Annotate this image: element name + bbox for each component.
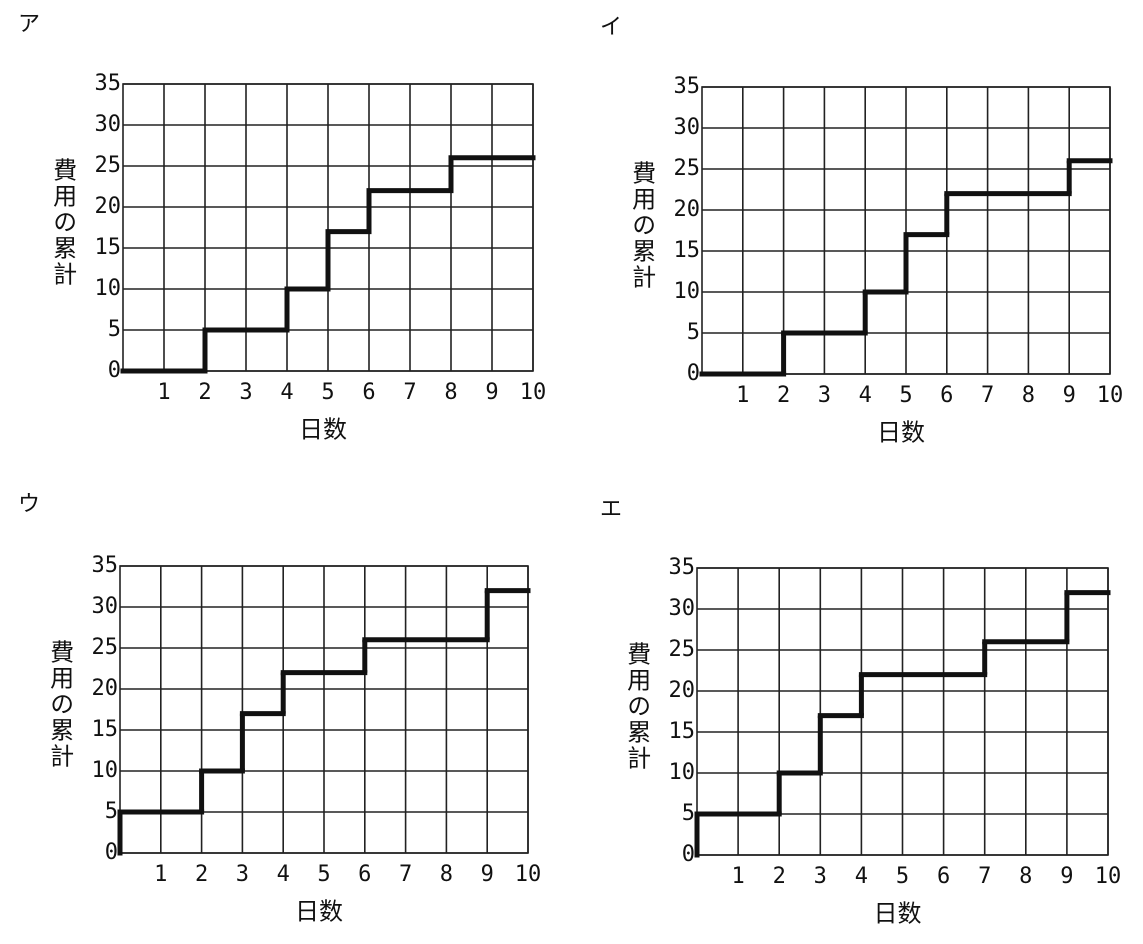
x-tick-label: 7	[403, 380, 416, 405]
chart-title: エ	[600, 497, 622, 522]
x-tick-label: 5	[899, 383, 912, 408]
x-tick-label: 10	[515, 862, 542, 887]
y-tick-label: 10	[92, 758, 119, 783]
y-tick-label: 5	[687, 320, 700, 345]
y-tick-label: 25	[674, 156, 701, 181]
x-tick-label: 5	[317, 862, 330, 887]
y-axis-label: 費用の累計	[46, 640, 74, 770]
x-tick-label: 5	[896, 864, 909, 889]
x-axis-label: 日数	[877, 419, 925, 446]
y-tick-label: 15	[95, 235, 122, 260]
y-tick-label: 0	[687, 361, 700, 386]
x-tick-label: 3	[818, 383, 831, 408]
y-tick-label: 10	[95, 276, 122, 301]
y-tick-label: 15	[669, 719, 696, 744]
x-tick-label: 8	[1019, 864, 1032, 889]
y-tick-label: 5	[108, 317, 121, 342]
x-axis-label: 日数	[295, 898, 343, 925]
x-tick-label: 4	[859, 383, 872, 408]
y-axis-label: 費用の累計	[623, 642, 651, 772]
y-tick-label: 20	[92, 676, 119, 701]
y-tick-label: 15	[674, 238, 701, 263]
y-tick-label: 35	[674, 74, 701, 99]
x-tick-label: 2	[777, 383, 790, 408]
x-tick-label: 2	[773, 864, 786, 889]
y-tick-label: 15	[92, 717, 119, 742]
x-tick-label: 4	[277, 862, 290, 887]
x-tick-label: 4	[855, 864, 868, 889]
x-tick-label: 3	[814, 864, 827, 889]
x-tick-label: 3	[236, 862, 249, 887]
x-tick-label: 10	[520, 380, 547, 405]
x-tick-label: 6	[937, 864, 950, 889]
y-axis-label: 費用の累計	[49, 158, 77, 288]
y-axis-label: 費用の累計	[628, 161, 656, 291]
x-tick-label: 8	[444, 380, 457, 405]
x-tick-label: 10	[1097, 383, 1124, 408]
chart-title: イ	[600, 15, 622, 40]
y-tick-label: 0	[105, 840, 118, 865]
x-tick-label: 1	[157, 380, 170, 405]
x-tick-label: 3	[239, 380, 252, 405]
y-tick-label: 30	[92, 594, 119, 619]
y-tick-label: 35	[669, 555, 696, 580]
chart-title: ア	[18, 12, 40, 37]
y-tick-label: 10	[674, 279, 701, 304]
y-tick-label: 25	[92, 635, 119, 660]
x-tick-label: 5	[321, 380, 334, 405]
x-tick-label: 6	[940, 383, 953, 408]
y-tick-label: 30	[674, 115, 701, 140]
x-tick-label: 6	[362, 380, 375, 405]
y-tick-label: 5	[682, 801, 695, 826]
y-tick-label: 10	[669, 760, 696, 785]
x-tick-label: 1	[731, 864, 744, 889]
x-tick-label: 9	[485, 380, 498, 405]
y-tick-label: 0	[108, 358, 121, 383]
x-tick-label: 10	[1095, 864, 1122, 889]
y-tick-label: 20	[674, 197, 701, 222]
x-tick-label: 9	[481, 862, 494, 887]
y-tick-label: 5	[105, 799, 118, 824]
chart-title: ウ	[18, 492, 40, 517]
x-tick-label: 8	[440, 862, 453, 887]
x-tick-label: 1	[154, 862, 167, 887]
y-tick-label: 20	[669, 678, 696, 703]
y-tick-label: 35	[92, 553, 119, 578]
x-tick-label: 7	[399, 862, 412, 887]
x-axis-label: 日数	[874, 900, 922, 927]
x-tick-label: 1	[736, 383, 749, 408]
x-axis-label: 日数	[299, 416, 347, 443]
x-tick-label: 9	[1060, 864, 1073, 889]
y-tick-label: 25	[669, 637, 696, 662]
y-tick-label: 25	[95, 153, 122, 178]
y-tick-label: 30	[95, 112, 122, 137]
y-tick-label: 35	[95, 71, 122, 96]
x-tick-label: 7	[978, 864, 991, 889]
x-tick-label: 8	[1022, 383, 1035, 408]
x-tick-label: 6	[358, 862, 371, 887]
x-tick-label: 2	[198, 380, 211, 405]
x-tick-label: 7	[981, 383, 994, 408]
x-tick-label: 4	[280, 380, 293, 405]
x-tick-label: 9	[1063, 383, 1076, 408]
x-tick-label: 2	[195, 862, 208, 887]
y-tick-label: 30	[669, 596, 696, 621]
y-tick-label: 20	[95, 194, 122, 219]
y-tick-label: 0	[682, 842, 695, 867]
